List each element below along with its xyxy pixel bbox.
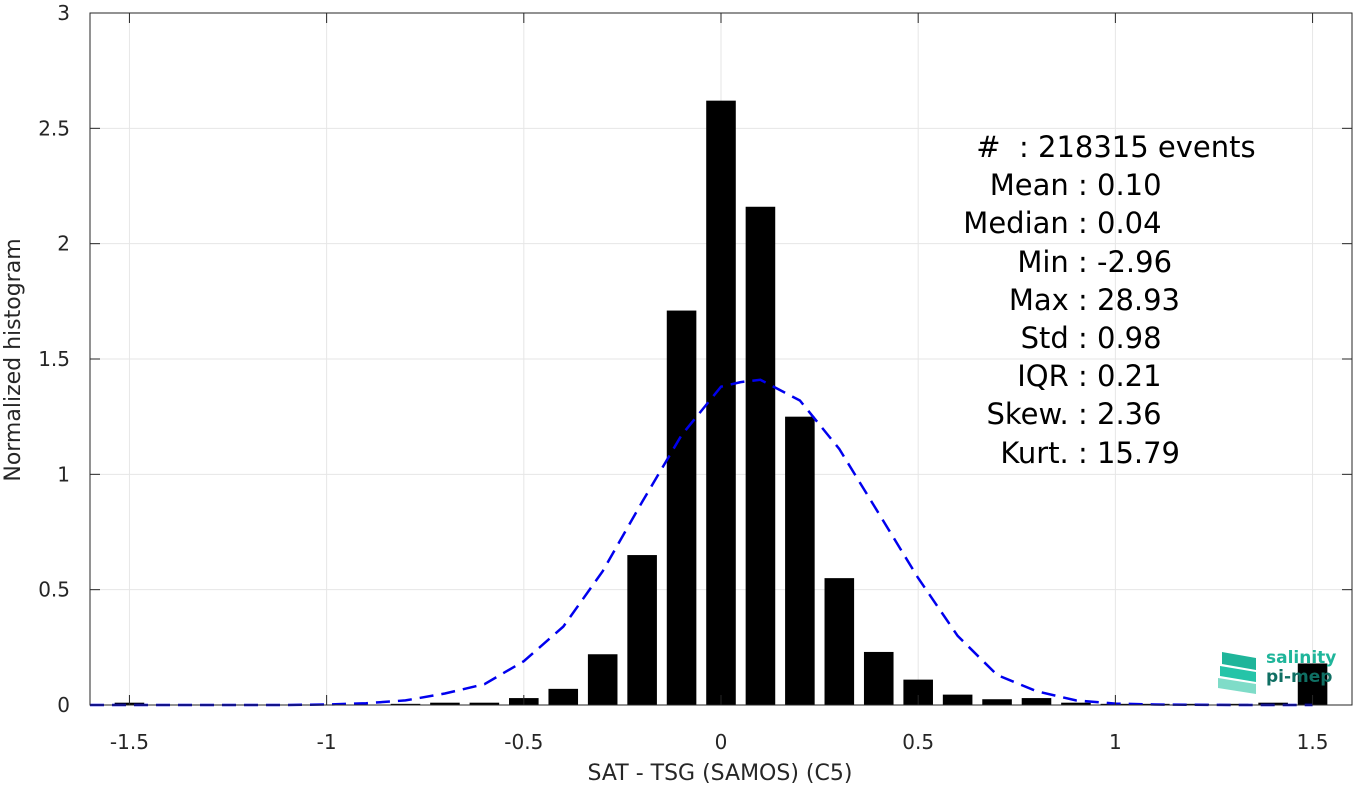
x-tick-label: -1.5: [110, 730, 149, 754]
stat-label: #: [976, 130, 1019, 164]
stat-label: Skew.: [986, 397, 1078, 432]
stat-value: : 28.93: [1078, 282, 1181, 317]
histogram-bar: [785, 416, 815, 705]
y-tick-label: 1.5: [38, 347, 70, 371]
axes: [89, 12, 1353, 706]
histogram-bar: [824, 578, 855, 705]
histogram-bar: [587, 654, 618, 705]
y-tick-label: 2: [57, 232, 70, 256]
histogram-bar: [627, 555, 657, 705]
logo-line1: salinity: [1266, 648, 1337, 668]
histogram-bar: [666, 310, 697, 705]
histogram-bar: [1061, 702, 1091, 705]
stat-label: Mean: [989, 168, 1078, 203]
y-tick-label: 1: [57, 462, 70, 486]
x-tick-label: 1.5: [1297, 730, 1329, 754]
bars: [114, 100, 1328, 706]
stat-label: Median: [963, 206, 1078, 241]
stat-label: Std: [1020, 321, 1078, 355]
x-tick-label: 0: [715, 730, 728, 754]
histogram-bar: [745, 206, 776, 705]
x-tick-label: 0.5: [902, 730, 934, 754]
y-tick-label: 3: [57, 1, 70, 25]
x-tick-labels: -1.5 -1 -0.5 0 0.5 1 1.5: [110, 730, 1329, 754]
y-tick-labels: 0 0.5 1 1.5 2 2.5 3: [38, 1, 70, 717]
stat-label: Min: [1017, 244, 1078, 279]
histogram-bar: [469, 702, 500, 705]
axis-box: [89, 12, 1353, 706]
histogram-bar: [982, 699, 1012, 705]
y-tick-label: 2.5: [38, 116, 70, 140]
histogram-bar: [1218, 703, 1249, 705]
histogram-bar: [706, 100, 736, 706]
histogram-bar: [1179, 703, 1210, 705]
x-axis-label: SAT - TSG (SAMOS) (C5): [588, 761, 853, 785]
stat-value: : 15.79: [1078, 435, 1181, 470]
histogram-bar: [942, 694, 973, 705]
salinity-pi-mep-logo: salinity pi-mep: [1216, 648, 1346, 696]
stat-value: : 0.04: [1078, 206, 1162, 241]
stat-value: : 0.21: [1078, 359, 1162, 394]
histogram-bar: [548, 688, 579, 705]
histogram-bar: [863, 651, 894, 705]
logo-line2: pi-mep: [1266, 667, 1333, 687]
logo-waves-icon: [1218, 652, 1256, 694]
histogram-bar: [430, 702, 460, 705]
stat-value: : 218315 events: [1019, 130, 1256, 164]
stat-value: : -2.96: [1078, 244, 1173, 279]
stat-label: Max: [1008, 282, 1078, 317]
stat-value: : 0.98: [1078, 321, 1162, 355]
stat-value: : 2.36: [1078, 397, 1162, 432]
x-tick-label: 1: [1109, 730, 1122, 754]
y-tick-label: 0.5: [38, 578, 70, 602]
y-tick-label: 0: [57, 693, 70, 717]
stat-label: Kurt.: [1000, 435, 1078, 470]
y-axis-label: Normalized histogram: [1, 238, 26, 481]
stat-value: : 0.10: [1078, 168, 1162, 203]
stat-label: IQR: [1017, 359, 1078, 394]
histogram-bar: [1021, 698, 1052, 705]
histogram-bar: [390, 703, 421, 705]
x-tick-label: -1: [317, 730, 337, 754]
x-tick-label: -0.5: [504, 730, 543, 754]
